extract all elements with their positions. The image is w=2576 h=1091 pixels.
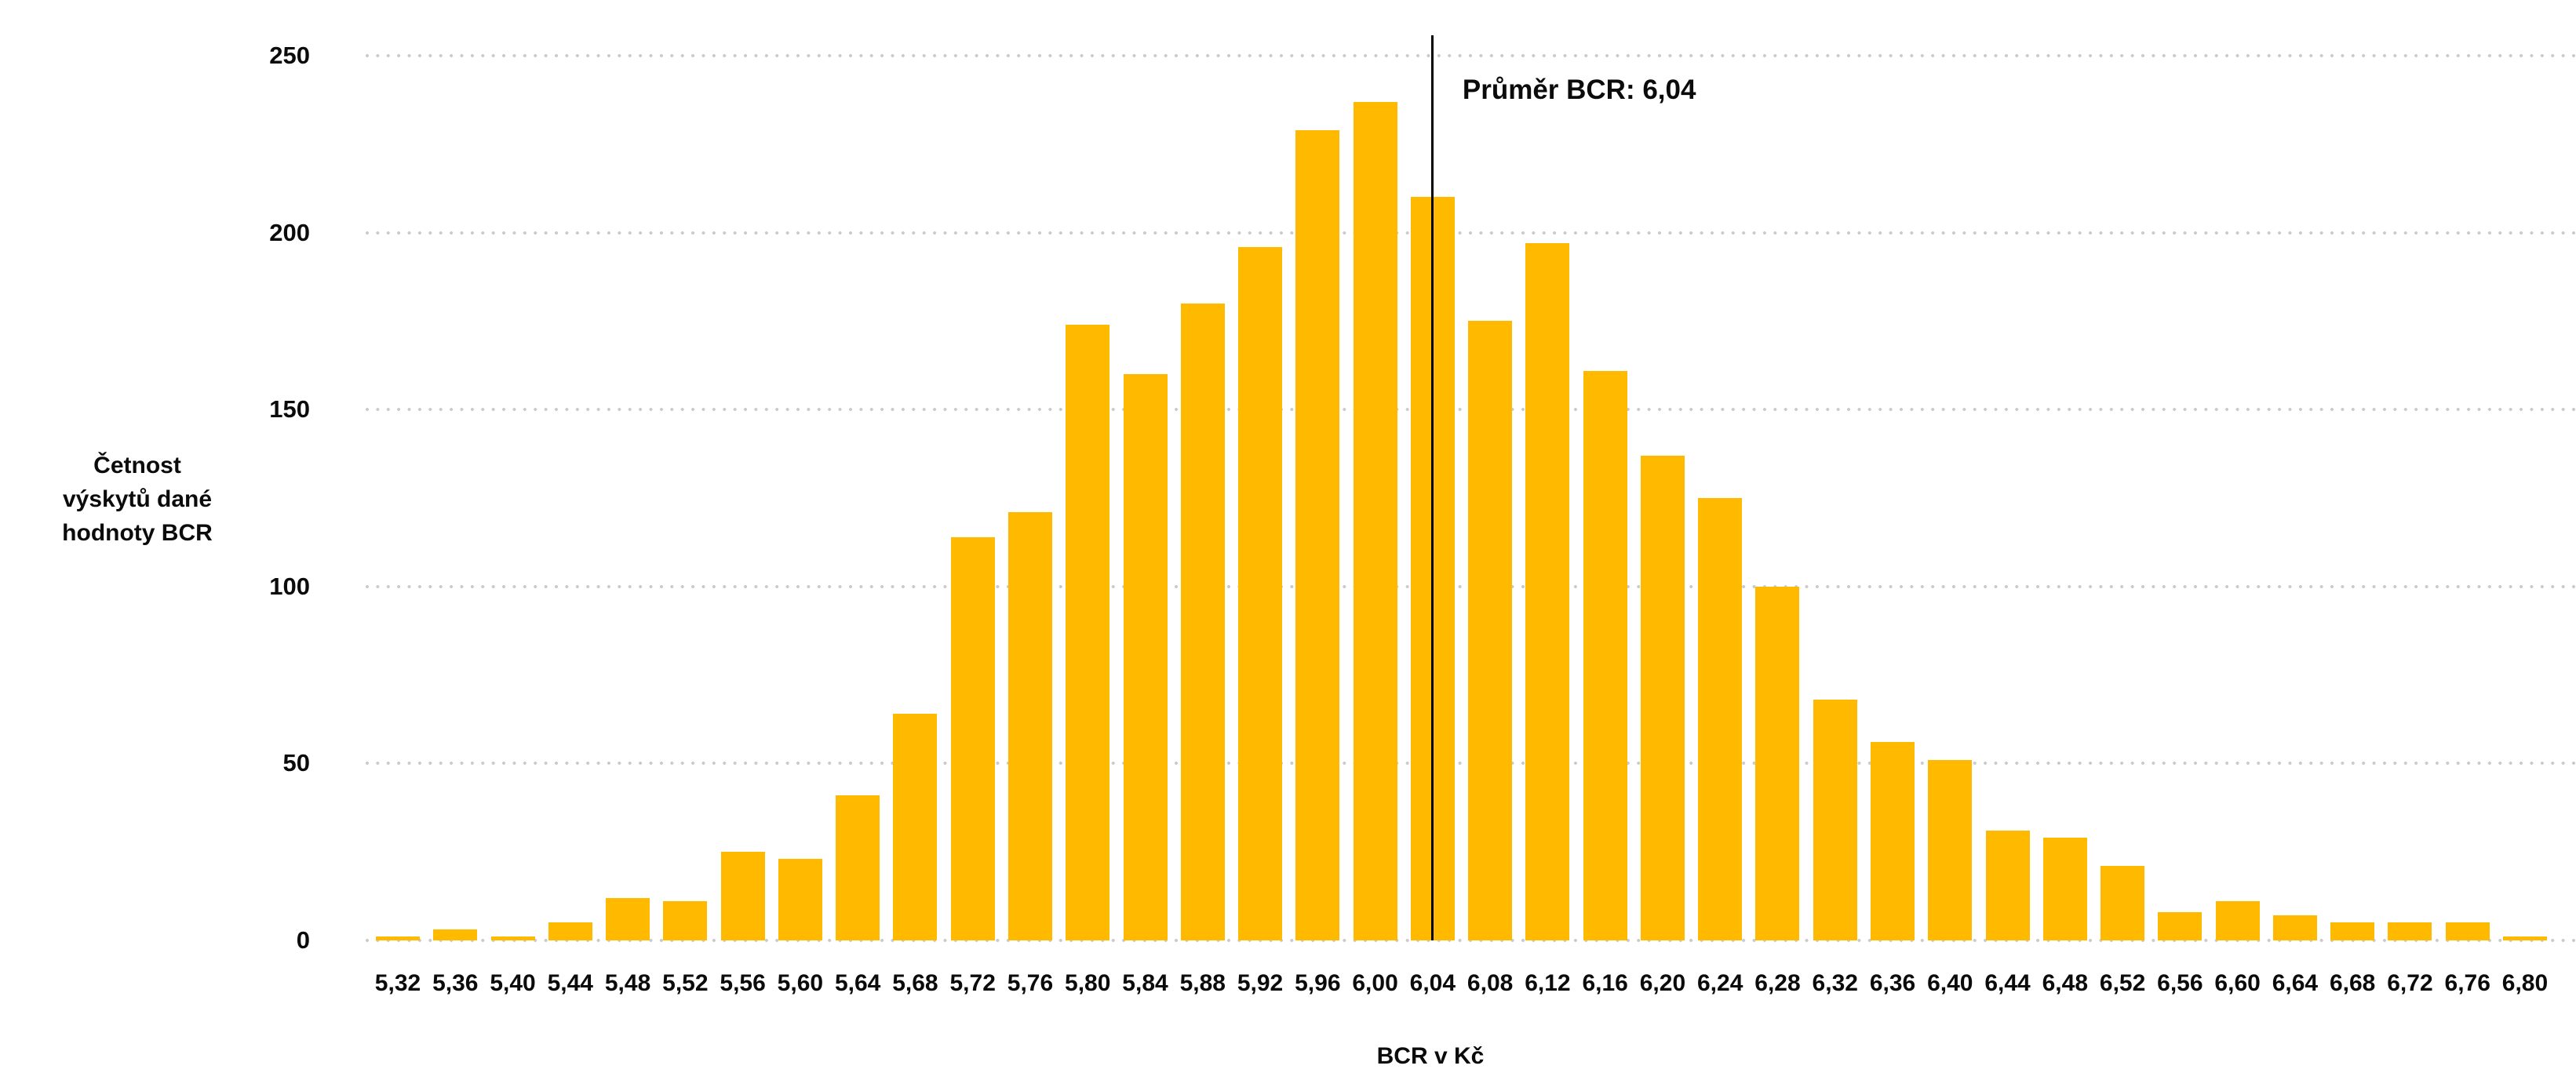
x-tick-label-6,80: 6,80 bbox=[2501, 970, 2549, 996]
y-axis-title-line1: Četnost bbox=[93, 453, 181, 478]
x-tick-label-5,88: 5,88 bbox=[1179, 970, 1226, 996]
bar-5,40 bbox=[490, 936, 535, 940]
x-tick-label-5,44: 5,44 bbox=[547, 970, 593, 996]
bar-6,40 bbox=[1928, 759, 1973, 940]
x-tick-label-6,00: 6,00 bbox=[1352, 970, 1398, 996]
bar-6,68 bbox=[2330, 922, 2375, 940]
x-tick-label-5,40: 5,40 bbox=[490, 970, 536, 996]
y-tick-label-250: 250 bbox=[269, 42, 310, 69]
y-axis-title: Četnost výskytů dané hodnoty BCR bbox=[8, 449, 267, 550]
y-axis-title-line2: výskytů dané bbox=[62, 486, 213, 512]
bar-5,56 bbox=[720, 852, 765, 940]
x-tick-label-6,52: 6,52 bbox=[2099, 970, 2146, 996]
bar-5,60 bbox=[778, 859, 822, 940]
bar-5,72 bbox=[950, 536, 995, 940]
bar-5,96 bbox=[1295, 129, 1340, 940]
x-tick-label-6,64: 6,64 bbox=[2272, 970, 2319, 996]
bar-6,08 bbox=[1468, 321, 1513, 940]
bar-6,44 bbox=[1985, 831, 2030, 940]
bar-6,52 bbox=[2101, 866, 2145, 940]
bar-5,80 bbox=[1066, 324, 1110, 940]
bar-6,36 bbox=[1871, 742, 1915, 940]
x-tick-label-6,16: 6,16 bbox=[1582, 970, 1628, 996]
x-tick-label-5,60: 5,60 bbox=[777, 970, 824, 996]
bar-6,56 bbox=[2158, 911, 2203, 940]
x-tick-label-6,72: 6,72 bbox=[2387, 970, 2433, 996]
x-tick-label-6,08: 6,08 bbox=[1467, 970, 1514, 996]
bar-6,64 bbox=[2272, 915, 2317, 940]
x-tick-label-5,72: 5,72 bbox=[949, 970, 996, 996]
x-tick-label-5,76: 5,76 bbox=[1007, 970, 1054, 996]
x-tick-label-6,76: 6,76 bbox=[2444, 970, 2490, 996]
y-tick-label-50: 50 bbox=[282, 749, 310, 777]
bar-5,68 bbox=[893, 714, 938, 940]
bar-6,00 bbox=[1353, 101, 1397, 940]
x-tick-label-5,56: 5,56 bbox=[720, 970, 766, 996]
bar-5,88 bbox=[1180, 303, 1225, 940]
bar-6,24 bbox=[1698, 498, 1743, 940]
y-tick-label-150: 150 bbox=[269, 395, 310, 424]
x-tick-label-6,40: 6,40 bbox=[1927, 970, 1973, 996]
bar-5,36 bbox=[433, 929, 478, 940]
bar-5,92 bbox=[1238, 246, 1283, 940]
gridline-0 bbox=[365, 938, 2576, 943]
x-tick-label-6,36: 6,36 bbox=[1869, 970, 1916, 996]
x-tick-label-6,32: 6,32 bbox=[1812, 970, 1858, 996]
bar-5,52 bbox=[663, 901, 708, 940]
bar-6,76 bbox=[2445, 922, 2490, 940]
x-tick-label-6,28: 6,28 bbox=[1754, 970, 1801, 996]
x-tick-label-6,44: 6,44 bbox=[1984, 970, 2031, 996]
gridline-250 bbox=[365, 53, 2576, 58]
bar-5,32 bbox=[376, 936, 420, 940]
bar-6,20 bbox=[1640, 455, 1685, 940]
bar-6,80 bbox=[2502, 936, 2547, 940]
bar-5,44 bbox=[548, 922, 592, 940]
x-tick-label-5,36: 5,36 bbox=[432, 970, 479, 996]
bar-5,48 bbox=[606, 897, 650, 940]
x-tick-label-6,68: 6,68 bbox=[2329, 970, 2376, 996]
x-tick-label-6,24: 6,24 bbox=[1697, 970, 1743, 996]
x-tick-label-5,92: 5,92 bbox=[1237, 970, 1284, 996]
gridline-200 bbox=[365, 230, 2576, 235]
y-tick-label-100: 100 bbox=[269, 572, 310, 600]
mean-vertical-line bbox=[1431, 35, 1434, 940]
bar-5,84 bbox=[1123, 374, 1168, 940]
bar-6,28 bbox=[1755, 586, 1800, 940]
x-tick-label-5,84: 5,84 bbox=[1122, 970, 1168, 996]
x-tick-label-6,04: 6,04 bbox=[1409, 970, 1456, 996]
x-tick-label-6,60: 6,60 bbox=[2214, 970, 2261, 996]
x-tick-label-5,64: 5,64 bbox=[834, 970, 881, 996]
bar-6,60 bbox=[2215, 901, 2260, 940]
bar-6,12 bbox=[1525, 243, 1570, 940]
x-axis-title: BCR v Kč bbox=[1376, 1043, 1485, 1069]
x-tick-label-5,96: 5,96 bbox=[1295, 970, 1341, 996]
bar-6,48 bbox=[2042, 838, 2087, 940]
x-tick-label-6,48: 6,48 bbox=[2042, 970, 2089, 996]
bar-6,32 bbox=[1813, 700, 1857, 940]
bar-5,64 bbox=[836, 795, 880, 940]
x-tick-label-6,20: 6,20 bbox=[1639, 970, 1686, 996]
y-axis-title-line3: hodnoty BCR bbox=[62, 520, 213, 546]
bar-6,16 bbox=[1583, 370, 1627, 940]
x-tick-label-5,48: 5,48 bbox=[604, 970, 651, 996]
x-tick-label-5,32: 5,32 bbox=[374, 970, 421, 996]
x-tick-label-5,68: 5,68 bbox=[892, 970, 938, 996]
x-tick-label-5,52: 5,52 bbox=[662, 970, 709, 996]
y-tick-label-200: 200 bbox=[269, 218, 310, 246]
x-tick-label-5,80: 5,80 bbox=[1065, 970, 1111, 996]
mean-annotation-label: Průměr BCR: 6,04 bbox=[1462, 75, 1696, 105]
y-tick-label-0: 0 bbox=[296, 926, 310, 954]
x-tick-label-6,56: 6,56 bbox=[2157, 970, 2203, 996]
bar-5,76 bbox=[1007, 512, 1052, 940]
x-tick-label-6,12: 6,12 bbox=[1525, 970, 1571, 996]
bar-6,72 bbox=[2388, 922, 2432, 940]
